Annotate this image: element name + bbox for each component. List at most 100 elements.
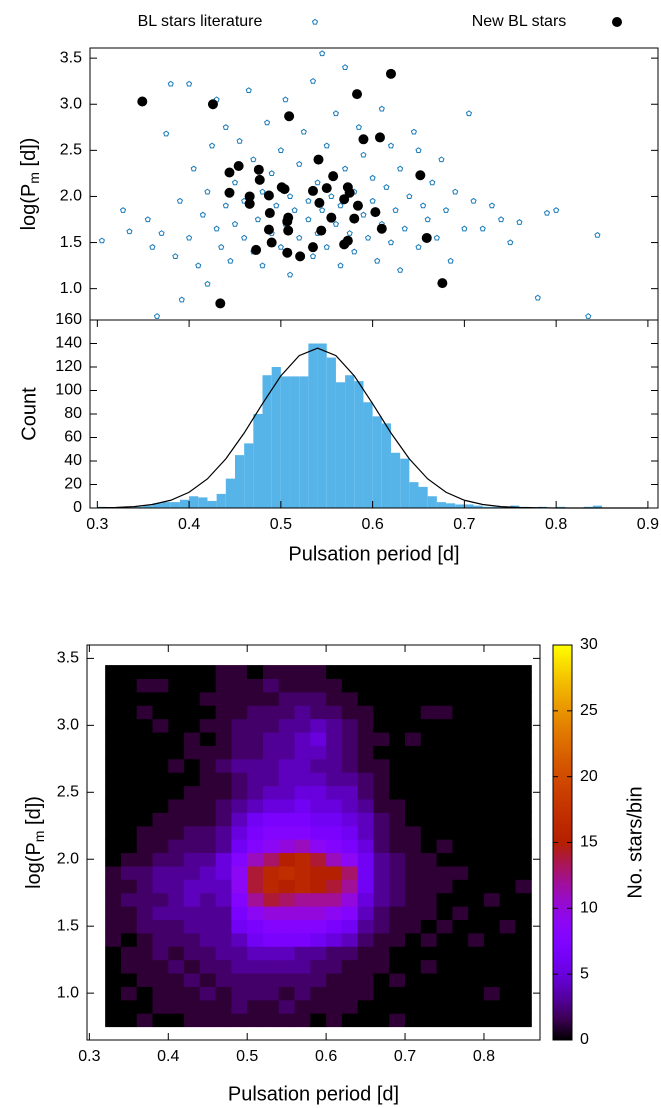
heatmap-cell (152, 1013, 169, 1028)
histogram-bar (400, 458, 410, 508)
literature-point (264, 119, 271, 126)
literature-point (342, 64, 349, 70)
new-star-point (307, 242, 318, 253)
heatmap-cell (168, 973, 185, 987)
new-star-point (215, 298, 226, 309)
heatmap-cell (120, 946, 138, 961)
heatmap-cell (168, 691, 185, 706)
literature-point (392, 207, 399, 213)
heatmap-cell (515, 973, 532, 987)
heatmap-cell (168, 678, 185, 693)
heatmap-cell (184, 1013, 201, 1028)
literature-point (387, 239, 395, 246)
heatmap-cell (168, 892, 185, 907)
heatmap-cell (357, 825, 374, 840)
heatmap-cell (326, 946, 343, 961)
heatmap-cell (136, 865, 154, 880)
new-star-point (314, 197, 325, 208)
literature-point (231, 179, 239, 186)
heatmap-cell (515, 678, 532, 693)
heatmap-cell (468, 852, 485, 867)
literature-point (369, 197, 376, 204)
literature-point (199, 211, 206, 218)
heatmap-cell (420, 745, 438, 760)
new-star-point (437, 278, 448, 289)
heatmap-cell (262, 705, 280, 720)
heatmap-cell (326, 919, 343, 934)
literature-point (387, 142, 395, 149)
heatmap-cell (215, 959, 232, 974)
y-tick-label: 1.0 (57, 984, 79, 1001)
heatmap-cell (310, 986, 327, 1001)
heatmap-cell (389, 718, 406, 733)
y-axis-label: log(Pm [d]) (18, 138, 41, 231)
heatmap-cell (468, 986, 485, 1001)
heatmap-cell (215, 758, 232, 773)
histogram-bar (427, 496, 437, 508)
heatmap-cell (184, 919, 201, 934)
heatmap-cell (436, 678, 453, 693)
histogram-bar (234, 455, 245, 508)
heatmap-cell (247, 999, 264, 1014)
heatmap-cell (357, 892, 374, 907)
literature-point (241, 234, 248, 241)
heatmap-cell (310, 932, 327, 947)
heatmap-cell (357, 678, 374, 693)
heatmap-cell (373, 959, 390, 974)
heatmap-cell (168, 758, 185, 773)
heatmap-cell (468, 959, 485, 974)
heatmap-cell (231, 678, 248, 693)
heatmap-cell (136, 999, 154, 1014)
heatmap-cell (120, 1013, 138, 1028)
heatmap-cell (341, 678, 359, 693)
heatmap-cell (168, 839, 185, 854)
heatmap-cell (199, 812, 217, 827)
heatmap-cell (120, 758, 138, 773)
heatmap-cell (105, 879, 122, 894)
heatmap-cell (247, 892, 264, 907)
literature-point (98, 237, 105, 244)
literature-point (172, 253, 179, 259)
histogram-bar (253, 414, 263, 508)
heatmap-cell (184, 812, 201, 827)
heatmap-cell (436, 758, 453, 773)
heatmap-cell (405, 718, 422, 733)
heatmap-cell (405, 678, 422, 693)
heatmap-cell (262, 973, 280, 987)
heatmap-cell (436, 798, 453, 813)
heatmap-cell (499, 772, 517, 787)
heatmap-cell (199, 839, 217, 854)
heatmap-cell (105, 665, 122, 679)
heatmap-cell (373, 732, 390, 746)
heatmap-cell (105, 999, 122, 1014)
heatmap-cell (499, 852, 517, 867)
new-star-point (253, 164, 264, 175)
heatmap-cell (405, 1013, 422, 1028)
heatmap-cell (420, 946, 438, 961)
literature-point (231, 220, 239, 227)
heatmap-cell (278, 812, 296, 827)
x-tick-label: 0.7 (394, 1048, 416, 1065)
heatmap-cell (278, 705, 296, 720)
heatmap-cell (373, 906, 390, 920)
heatmap-cell (420, 852, 438, 867)
legend-label: New BL stars (472, 13, 567, 30)
heatmap-cell (310, 785, 327, 800)
heatmap-cell (483, 705, 501, 720)
heatmap-cell (105, 745, 122, 760)
heatmap-cell (168, 986, 185, 1001)
histogram-bar (299, 376, 309, 508)
literature-point (415, 147, 422, 153)
heatmap-cell (247, 986, 264, 1001)
heatmap-cell (247, 745, 264, 760)
heatmap-cell (231, 798, 248, 813)
literature-point (245, 87, 252, 94)
heatmap-cell (389, 825, 406, 840)
heatmap-cell (152, 732, 169, 746)
heatmap-cell (310, 691, 327, 706)
heatmap-cell (262, 865, 280, 880)
heatmap-cell (215, 865, 232, 880)
heatmap-cell (168, 946, 185, 961)
heatmap-cell (357, 865, 374, 880)
heatmap-cell (436, 892, 453, 907)
